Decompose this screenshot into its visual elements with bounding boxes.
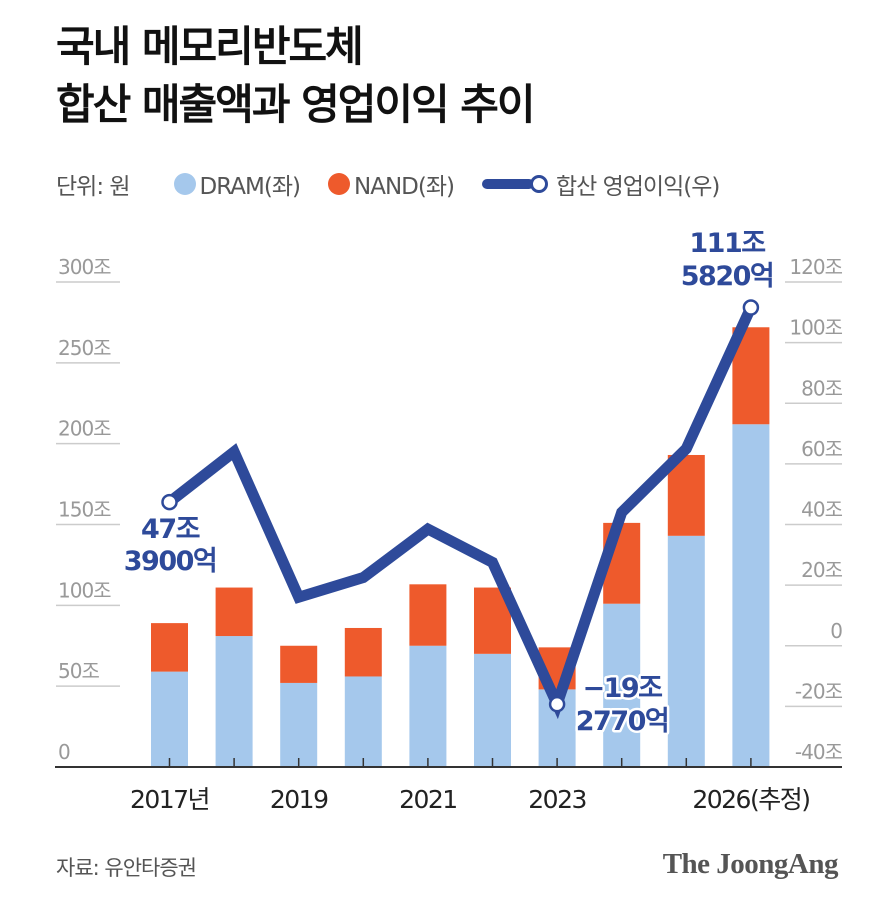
bar-dram-2024 <box>603 603 641 767</box>
annotation-2017-line1: 47조 <box>141 514 200 545</box>
legend-item-nand: NAND(좌) <box>328 167 455 201</box>
left-tick-label: 150조 <box>58 498 111 522</box>
dram-swatch-icon <box>173 173 196 195</box>
brand-logo: The JoongAng <box>662 848 839 880</box>
right-tick-label: 100조 <box>789 316 842 340</box>
source-label: 자료: 유안타증권 <box>56 856 197 880</box>
profit-marker-2026 <box>742 299 760 316</box>
x-axis-labels: 2017년 2019 2021 2023 2026(추정) <box>130 785 811 814</box>
legend-item-profit: 합산 영업이익(우) <box>481 167 720 201</box>
bar-nand-2020 <box>344 627 382 677</box>
bar-nand-2021 <box>409 584 447 646</box>
annotation-2023-line2: 2770억 <box>576 706 669 737</box>
profit-marker-2023 <box>548 695 566 713</box>
left-tick-label: 250조 <box>58 336 111 360</box>
left-tick-label: 100조 <box>58 578 111 602</box>
x-axis-ticks <box>168 758 752 767</box>
nand-swatch-icon <box>328 173 350 195</box>
annotation-2026-line1: 111조 <box>689 228 765 259</box>
left-tick-label: 50조 <box>58 659 99 683</box>
legend-item-dram: DRAM(좌) <box>173 167 301 201</box>
left-tick-label: 300조 <box>58 255 111 279</box>
x-tick-label: 2026(추정) <box>692 785 809 814</box>
chart-title-line1: 국내 메모리반도체 <box>56 22 364 71</box>
right-tick-label: 0 <box>830 619 842 643</box>
profit-marker-2017 <box>161 493 178 511</box>
legend-label-nand: NAND(좌) <box>354 174 455 200</box>
left-tick-label: 200조 <box>58 417 111 441</box>
legend: 단위: 원 DRAM(좌) NAND(좌) 합산 영업이익(우) <box>56 166 747 202</box>
left-axis: 0 50조 100조 150조 200조 250조 300조 <box>56 255 120 764</box>
bar-dram-2026 <box>732 424 770 767</box>
annotation-2017-line2: 3900억 <box>124 546 217 577</box>
bar-dram-2025 <box>667 535 705 767</box>
x-tick-label: 2019 <box>270 785 328 814</box>
bar-dram-2017 <box>151 671 188 767</box>
left-tick-label: 0 <box>58 740 70 764</box>
profit-line-layer <box>161 299 760 720</box>
right-axis: -40조 -20조 0 20조 40조 60조 80조 100조 120조 <box>785 255 844 764</box>
legend-label-profit: 합산 영업이익(우) <box>555 174 720 200</box>
right-tick-label: -20조 <box>795 679 843 703</box>
right-tick-label: 120조 <box>789 255 842 279</box>
x-tick-label: 2021 <box>399 785 457 814</box>
right-tick-label: -40조 <box>795 740 843 764</box>
right-tick-label: 40조 <box>801 498 842 522</box>
bar-nand-2018 <box>215 587 253 637</box>
unit-label: 단위: 원 <box>56 174 131 200</box>
right-tick-label: 20조 <box>801 558 842 582</box>
x-tick-label: 2017년 <box>130 785 209 814</box>
bars <box>151 327 770 767</box>
annotation-2023-line1: −19조 <box>582 673 662 704</box>
line-swatch-icon <box>481 175 548 193</box>
bar-dram-2022 <box>474 653 511 767</box>
bar-dram-2018 <box>215 636 253 767</box>
annotation-2026-line2: 5820억 <box>681 261 774 292</box>
right-tick-label: 60조 <box>801 437 842 461</box>
legend-label-dram: DRAM(좌) <box>199 174 301 200</box>
bar-nand-2019 <box>280 645 318 683</box>
bar-dram-2020 <box>344 676 382 767</box>
chart-title: 국내 메모리반도체 합산 매출액과 영업이익 추이 <box>56 18 536 134</box>
right-tick-label: 80조 <box>801 376 842 400</box>
bar-dram-2019 <box>280 682 318 767</box>
x-tick-label: 2023 <box>528 785 586 814</box>
chart-title-line2: 합산 매출액과 영업이익 추이 <box>56 80 536 129</box>
bar-dram-2021 <box>409 645 447 767</box>
profit-line <box>164 302 757 720</box>
bar-nand-2017 <box>151 623 188 672</box>
